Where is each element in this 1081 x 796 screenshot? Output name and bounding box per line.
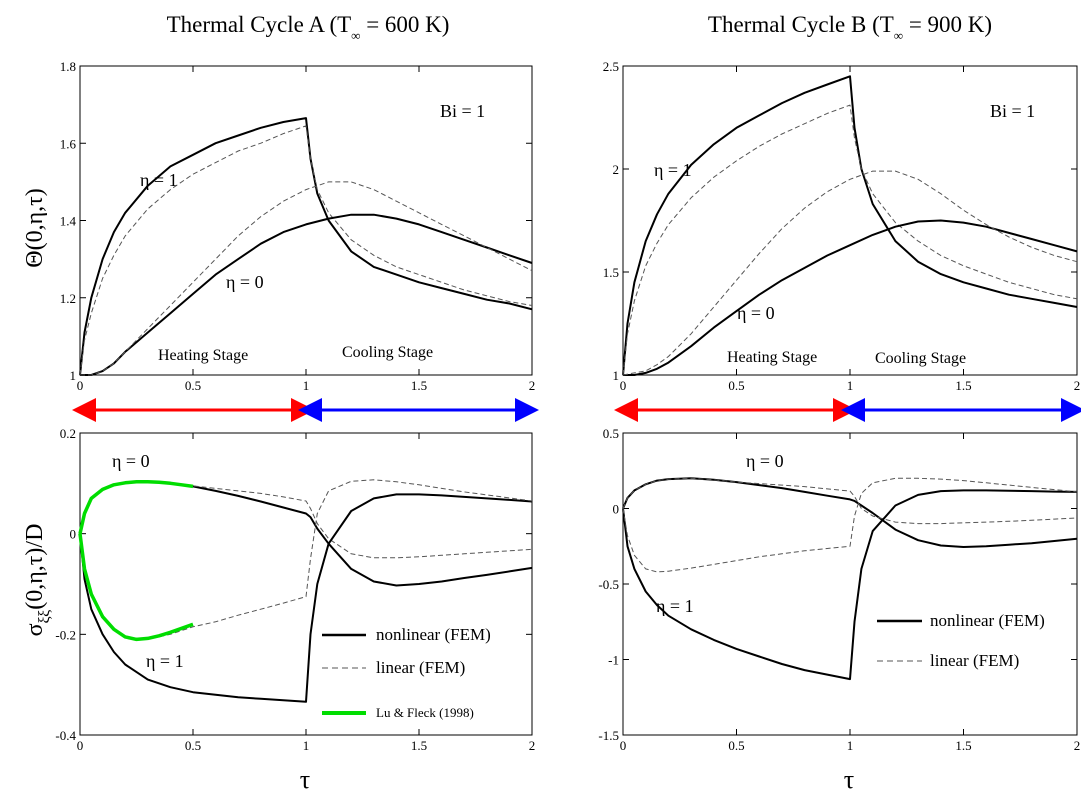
x-tick-label: 0.5: [728, 378, 744, 393]
panel-a-bottom: 0 0.5 1 1.5 2 -0.4 -0.2 0 0.2: [55, 426, 535, 753]
series-linear: [80, 181, 533, 376]
eta1-label-a-top: η = 1: [140, 170, 178, 190]
x-tick-label: 1: [847, 738, 854, 753]
series-linear: [622, 170, 1078, 376]
x-tick-label: 0.5: [728, 738, 744, 753]
y-tick-label: 0.5: [603, 426, 619, 441]
legend-b-nonlinear-label: nonlinear (FEM): [930, 611, 1045, 630]
x-tick-label: 0: [620, 378, 627, 393]
eta0-label-b-top: η = 0: [737, 303, 775, 323]
x-tick-label: 1.5: [955, 738, 971, 753]
legend-a-nonlinear-label: nonlinear (FEM): [376, 625, 491, 644]
series-linear: [622, 104, 1078, 376]
series-linear: [79, 125, 533, 376]
y-tick-label: 1: [613, 368, 620, 383]
x-tick-label: 1: [847, 378, 854, 393]
y-tick-label: 2.5: [603, 59, 619, 74]
y-tick-label: 2: [613, 162, 620, 177]
y-tick-label: -1.5: [598, 728, 619, 743]
eta1-label-b-top: η = 1: [654, 160, 692, 180]
y-tick-label: -0.5: [598, 577, 619, 592]
y-tick-label: 1.4: [60, 214, 77, 229]
x-tick-label: 2: [1074, 378, 1081, 393]
y-tick-label: 1.2: [60, 291, 76, 306]
panel-b-top: 0 0.5 1 1.5 2 1 1.5 2 2.5: [603, 59, 1081, 393]
x-tick-label: 0: [77, 738, 84, 753]
x-tick-label: 2: [529, 738, 536, 753]
series-lu-fleck: [78, 533, 194, 642]
series-nonlinear: [79, 493, 533, 703]
y-tick-label: 1.6: [60, 136, 77, 151]
y-tick-label: -0.4: [55, 728, 76, 743]
legend-b-linear-label: linear (FEM): [930, 651, 1019, 670]
x-tick-label: 2: [1074, 738, 1081, 753]
eta0-label-a-bottom: η = 0: [112, 451, 150, 471]
eta0-label-b-bottom: η = 0: [746, 451, 784, 471]
eta1-label-a-bottom: η = 1: [146, 651, 184, 671]
series-nonlinear: [622, 489, 1078, 681]
x-tick-label: 0: [77, 378, 84, 393]
legend-b: nonlinear (FEM) linear (FEM): [877, 611, 1045, 670]
legend-a: nonlinear (FEM) linear (FEM) Lu & Fleck …: [322, 625, 491, 720]
xlabel-b: τ: [844, 765, 854, 794]
series-lu-fleck: [78, 480, 194, 535]
legend-a-lu-label: Lu & Fleck (1998): [376, 705, 474, 720]
x-tick-label: 1.5: [955, 378, 971, 393]
bi-label-a: Bi = 1: [440, 101, 485, 121]
series-linear: [622, 477, 1078, 573]
y-tick-label: -1: [608, 653, 619, 668]
y-tick-label: 0.2: [60, 426, 76, 441]
xlabel-a: τ: [300, 765, 310, 794]
x-tick-label: 0.5: [185, 738, 201, 753]
series-nonlinear: [80, 213, 533, 376]
y-tick-label: -0.2: [55, 627, 76, 642]
y-tick-label: 1.8: [60, 59, 76, 74]
theta-ylabel: Θ(0,η,τ): [22, 188, 48, 268]
heating-stage-label-a: Heating Stage: [158, 347, 248, 364]
sigma-ylabel: σξξ(0,η,τ)/D: [22, 524, 53, 637]
x-tick-label: 1.5: [411, 738, 427, 753]
legend-a-linear-label: linear (FEM): [376, 658, 465, 677]
series-nonlinear: [623, 219, 1078, 376]
eta0-label-a-top: η = 0: [226, 272, 264, 292]
x-tick-label: 1: [303, 378, 310, 393]
x-tick-label: 1.5: [411, 378, 427, 393]
y-tick-label: 1: [70, 368, 77, 383]
y-tick-label: 0: [613, 502, 620, 517]
x-tick-label: 0.5: [185, 378, 201, 393]
bi-label-b: Bi = 1: [990, 101, 1035, 121]
series-nonlinear: [622, 477, 1078, 548]
panel-a-top: 0 0.5 1 1.5 2 1 1.2 1.4 1.6 1.8: [60, 59, 536, 393]
series-linear: [79, 479, 533, 640]
x-tick-label: 1: [303, 738, 310, 753]
panel-b-bottom: 0 0.5 1 1.5 2 -1.5 -1 -0.5 0 0.5: [598, 426, 1080, 753]
title-cycle-b: Thermal Cycle B (T∞ = 900 K): [708, 12, 992, 43]
y-tick-label: 1.5: [603, 265, 619, 280]
cooling-stage-label-b: Cooling Stage: [875, 350, 966, 367]
cooling-stage-label-a: Cooling Stage: [342, 344, 433, 361]
series-nonlinear: [622, 75, 1078, 376]
series-linear: [622, 477, 1078, 525]
y-tick-label: 0: [70, 527, 77, 542]
series-nonlinear: [79, 117, 533, 376]
x-tick-label: 2: [529, 378, 536, 393]
heating-stage-label-b: Heating Stage: [727, 349, 817, 366]
title-cycle-a: Thermal Cycle A (T∞ = 600 K): [167, 12, 450, 43]
x-tick-label: 0: [620, 738, 627, 753]
series-linear: [79, 481, 533, 559]
eta1-label-b-bottom: η = 1: [656, 596, 694, 616]
